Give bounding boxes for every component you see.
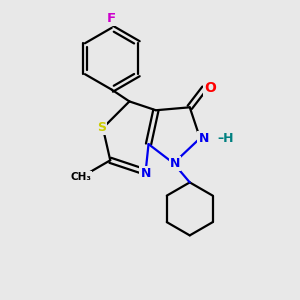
Text: O: O <box>204 81 216 95</box>
Text: N: N <box>140 167 151 180</box>
Text: F: F <box>107 12 116 25</box>
Text: S: S <box>97 122 106 134</box>
Text: N: N <box>170 157 180 170</box>
Text: N: N <box>198 132 209 145</box>
Text: CH₃: CH₃ <box>70 172 91 182</box>
Text: –H: –H <box>218 132 234 145</box>
